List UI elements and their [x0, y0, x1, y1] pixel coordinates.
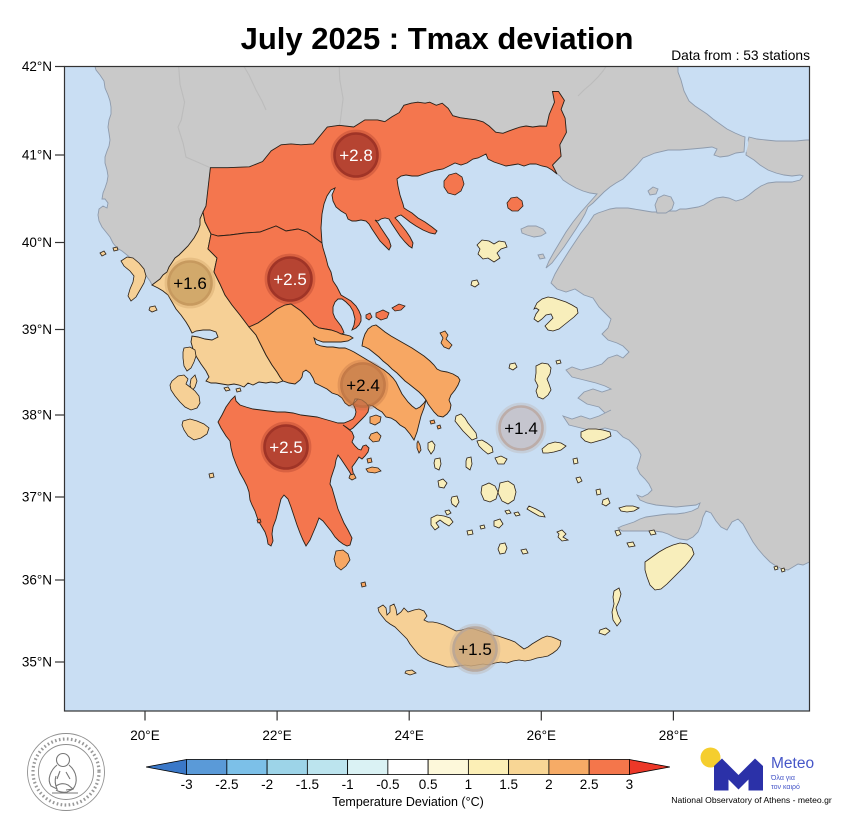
svg-text:36°N: 36°N: [22, 573, 52, 588]
svg-text:+2.8: +2.8: [339, 146, 373, 165]
svg-text:+2.5: +2.5: [273, 270, 307, 289]
svg-text:-1: -1: [342, 777, 354, 792]
svg-text:Temperature Deviation (°C): Temperature Deviation (°C): [332, 795, 484, 809]
svg-text:42°N: 42°N: [22, 59, 52, 74]
svg-text:Data from : 53 stations: Data from : 53 stations: [671, 48, 810, 63]
svg-text:τον καιρό: τον καιρό: [771, 783, 800, 791]
svg-text:41°N: 41°N: [22, 148, 52, 163]
svg-text:26°E: 26°E: [527, 728, 556, 743]
svg-text:38°N: 38°N: [22, 408, 52, 423]
svg-text:+2.4: +2.4: [346, 376, 380, 395]
svg-text:3: 3: [626, 777, 634, 792]
svg-text:0.5: 0.5: [419, 777, 438, 792]
svg-text:+1.6: +1.6: [173, 274, 207, 293]
svg-text:Όλα για: Όλα για: [770, 775, 795, 782]
svg-text:2.5: 2.5: [580, 777, 599, 792]
svg-text:2: 2: [545, 777, 553, 792]
svg-text:Meteo: Meteo: [771, 755, 814, 772]
svg-text:39°N: 39°N: [22, 322, 52, 337]
svg-text:-1.5: -1.5: [296, 777, 319, 792]
svg-text:-3: -3: [181, 777, 193, 792]
svg-text:37°N: 37°N: [22, 490, 52, 505]
svg-text:22°E: 22°E: [262, 728, 291, 743]
svg-text:20°E: 20°E: [130, 728, 159, 743]
svg-text:+2.5: +2.5: [269, 438, 303, 457]
svg-text:28°E: 28°E: [659, 728, 688, 743]
svg-text:+1.5: +1.5: [458, 640, 492, 659]
svg-text:-2.5: -2.5: [215, 777, 238, 792]
svg-text:+1.4: +1.4: [504, 419, 538, 438]
svg-text:July 2025 : Tmax deviation: July 2025 : Tmax deviation: [241, 21, 634, 56]
svg-text:-2: -2: [261, 777, 273, 792]
svg-text:National Observatory of Athens: National Observatory of Athens - meteo.g…: [671, 795, 832, 805]
svg-text:35°N: 35°N: [22, 655, 52, 670]
svg-text:1: 1: [465, 777, 473, 792]
svg-text:-0.5: -0.5: [376, 777, 399, 792]
svg-text:24°E: 24°E: [394, 728, 423, 743]
svg-text:1.5: 1.5: [499, 777, 518, 792]
svg-text:40°N: 40°N: [22, 235, 52, 250]
